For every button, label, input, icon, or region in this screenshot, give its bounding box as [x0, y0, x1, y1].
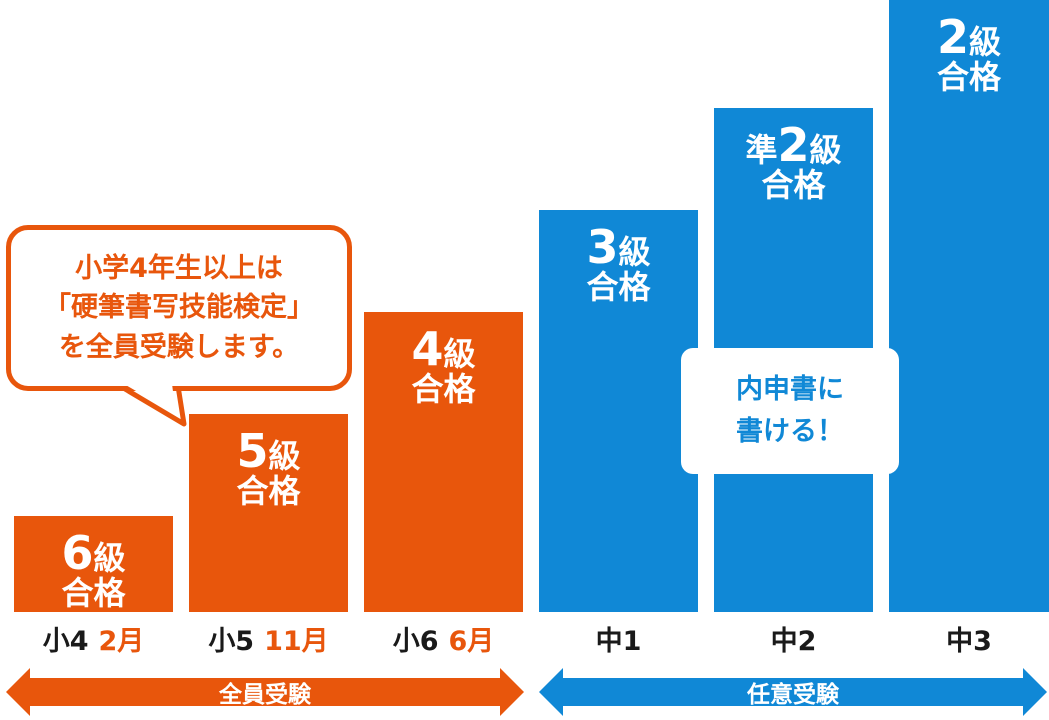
bar-grade-label: 6級	[61, 526, 126, 580]
bar-pass-label: 合格	[411, 370, 476, 408]
x-tick-label: 小5 11月	[208, 625, 329, 657]
bar-grade-label: 4級	[411, 322, 476, 376]
callout-bubble: 小学4年生以上は 「硬筆書写技能検定」 を全員受験します。	[6, 225, 352, 391]
x-tick-label: 中2	[770, 625, 817, 657]
optional-range-arrow	[539, 668, 1047, 716]
callout-line: 「硬筆書写技能検定」	[44, 292, 314, 324]
bar-grade-label: 3級	[586, 220, 651, 274]
callout-line: を全員受験します。	[58, 331, 300, 363]
mandatory-range-label: 全員受験	[219, 682, 311, 708]
bar-grade-label: 5級	[236, 424, 301, 478]
bar-grade-3: 3級 合格	[539, 210, 698, 612]
bar-pass-label: 合格	[936, 58, 1001, 96]
x-tick-label: 小4 2月	[42, 625, 145, 657]
bar-grade-5: 5級 合格	[189, 414, 348, 612]
x-tick-label: 小6 6月	[392, 625, 495, 657]
note-line: 内申書に	[736, 374, 844, 406]
note-box: 内申書に 書ける！	[681, 348, 899, 474]
mandatory-range-arrow	[6, 668, 524, 716]
bar-grade-label: 2級	[936, 10, 1002, 64]
note-line: 書ける！	[736, 416, 844, 447]
bar-grade-2: 2級 合格	[889, 0, 1049, 612]
bar-grade-label: 準2級	[745, 118, 842, 172]
bar-grade-6: 6級 合格	[14, 516, 173, 612]
x-tick-label: 中3	[946, 625, 992, 657]
optional-range-label: 任意受験	[747, 682, 839, 708]
bar-pass-label: 合格	[236, 472, 301, 510]
bar-pass-label: 合格	[761, 166, 826, 204]
bar-pass-label: 合格	[586, 268, 651, 306]
x-tick-label: 中1	[595, 625, 642, 657]
bar-pass-label: 合格	[61, 574, 126, 612]
callout-line: 小学4年生以上は	[75, 253, 283, 285]
bar-grade-4: 4級 合格	[364, 312, 523, 612]
